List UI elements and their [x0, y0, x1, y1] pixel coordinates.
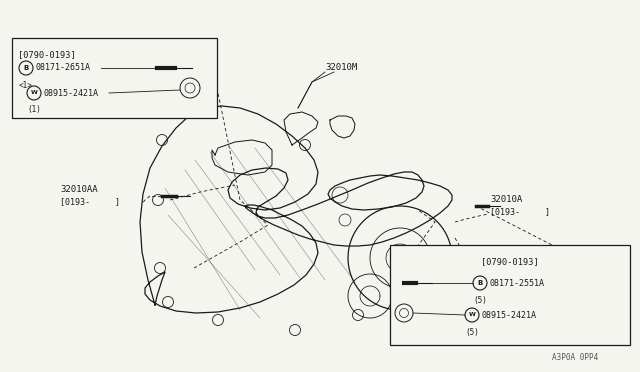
- Text: [0790-0193]: [0790-0193]: [18, 50, 76, 59]
- Text: 08915-2421A: 08915-2421A: [482, 311, 537, 320]
- Text: 08915-2421A: 08915-2421A: [44, 89, 99, 97]
- FancyBboxPatch shape: [12, 38, 217, 118]
- Text: [0790-0193]: [0790-0193]: [481, 257, 539, 266]
- Text: (5): (5): [465, 328, 479, 337]
- Text: (5): (5): [473, 296, 487, 305]
- FancyBboxPatch shape: [390, 245, 630, 345]
- Text: 32010M: 32010M: [325, 64, 357, 73]
- Text: B: B: [24, 65, 29, 71]
- Text: A3P0A 0PP4: A3P0A 0PP4: [552, 353, 598, 362]
- Text: (1): (1): [27, 105, 41, 114]
- Text: 32010A: 32010A: [490, 196, 522, 205]
- Text: 08171-2551A: 08171-2551A: [490, 279, 545, 288]
- Text: W: W: [468, 312, 476, 317]
- Text: [0193-     ]: [0193- ]: [60, 198, 120, 206]
- Text: B: B: [477, 280, 483, 286]
- Text: 32010AA: 32010AA: [60, 186, 98, 195]
- Text: [0193-     ]: [0193- ]: [490, 208, 550, 217]
- Text: W: W: [31, 90, 37, 96]
- Text: 08171-2651A: 08171-2651A: [36, 64, 91, 73]
- Text: <1>: <1>: [19, 81, 33, 90]
